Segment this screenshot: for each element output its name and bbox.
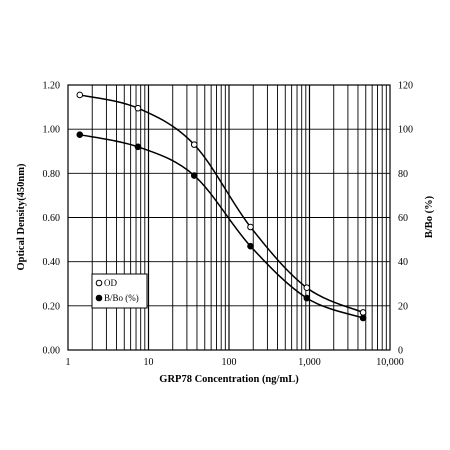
tick-labels: 1 10 100 1,000 10,000 0.00 0.20 0.40 0.60 0.80 1.0… xyxy=(43,81,414,369)
y2-tick-label: 40 xyxy=(398,257,408,268)
legend-label-od: OD xyxy=(104,278,117,288)
y2-tick-label: 20 xyxy=(398,301,408,312)
data-point-od xyxy=(190,141,198,148)
x-tick-label: 1,000 xyxy=(298,357,321,368)
legend-box xyxy=(91,273,148,309)
x-tick-label: 1 xyxy=(66,357,71,368)
y-tick-label: 0.80 xyxy=(43,169,61,180)
y-tick-label: 0.20 xyxy=(43,301,61,312)
y2-tick-label: 80 xyxy=(398,169,408,180)
y-tick-label: 1.20 xyxy=(43,81,61,92)
y-tick-label: 1.00 xyxy=(43,125,61,136)
data-point-od xyxy=(134,104,142,112)
y-axis-title: Optical Density(450nm) xyxy=(16,163,27,271)
data-point-bbo xyxy=(190,172,198,179)
x-axis-title: GRP78 Concentration (ng/mL) xyxy=(159,374,299,385)
data-point-od xyxy=(359,309,367,316)
y-tick-label: 0.00 xyxy=(43,346,61,357)
plot-frame xyxy=(67,84,391,351)
x-tick-label: 10 xyxy=(144,357,154,368)
y2-tick-label: 120 xyxy=(398,81,413,92)
x-tick-label: 100 xyxy=(222,357,237,368)
y2-tick-label: 60 xyxy=(398,213,408,224)
data-point-bbo xyxy=(76,131,84,138)
y2-tick-label: 0 xyxy=(398,346,403,357)
data-point-od xyxy=(303,284,311,292)
data-point-bbo xyxy=(303,294,311,302)
data-point-od xyxy=(247,223,254,231)
data-point-od xyxy=(76,91,84,99)
series-points xyxy=(76,91,367,322)
y2-axis-title: B/Bo (%) xyxy=(424,195,435,238)
data-point-bbo xyxy=(247,242,254,250)
legend-label-bbo: B/Bo (%) xyxy=(104,293,139,303)
y-tick-label: 0.40 xyxy=(43,257,61,268)
legend: OD B/Bo (%) xyxy=(91,273,148,309)
y2-tick-label: 100 xyxy=(398,125,413,136)
x-tick-label: 10,000 xyxy=(376,357,404,368)
legend-marker-bbo xyxy=(95,294,103,302)
data-point-bbo xyxy=(134,143,142,151)
data-point-bbo xyxy=(359,314,367,322)
y-tick-label: 0.60 xyxy=(43,213,61,224)
legend-marker-od xyxy=(95,279,103,287)
